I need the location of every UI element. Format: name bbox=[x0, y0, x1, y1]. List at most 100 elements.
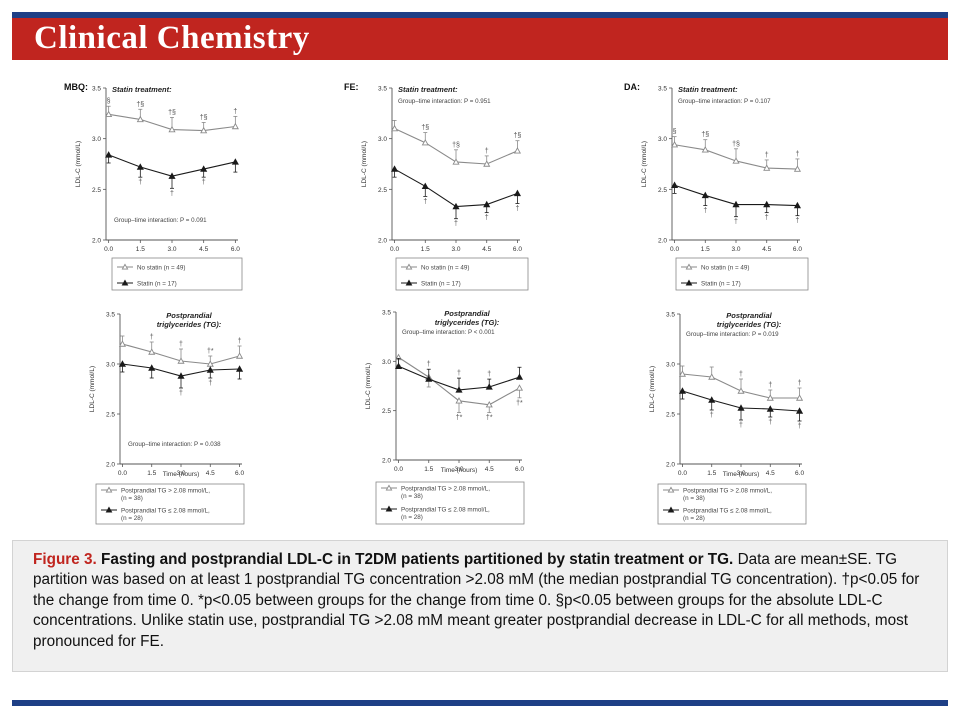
x-tick-label: 6.0 bbox=[515, 466, 524, 473]
significance-mark: †§ bbox=[732, 141, 740, 148]
series-filled: † † † bbox=[105, 151, 239, 197]
data-point bbox=[425, 375, 433, 382]
legend-label-line2: (n = 38) bbox=[401, 493, 423, 500]
figure-title: Fasting and postprandial LDL-C in T2DM p… bbox=[101, 551, 734, 568]
y-axis-label: LDL-C (mmol/L) bbox=[365, 363, 372, 409]
legend-label: Statin (n = 17) bbox=[137, 281, 177, 288]
y-tick-label: 3.0 bbox=[382, 359, 391, 366]
data-point bbox=[701, 191, 709, 199]
significance-mark: †§ bbox=[200, 114, 208, 121]
legend-marker bbox=[121, 263, 129, 270]
legend-box bbox=[111, 257, 243, 291]
data-point bbox=[515, 384, 524, 391]
legend-label: Statin (n = 17) bbox=[701, 281, 741, 288]
significance-mark: †§ bbox=[514, 133, 522, 140]
significance-mark: †§ bbox=[452, 142, 460, 149]
x-tick-label: 1.5 bbox=[424, 466, 433, 473]
legend-label-line2: (n = 38) bbox=[683, 495, 705, 502]
panel-title-line2: triglycerides (TG): bbox=[157, 320, 222, 329]
y-tick-label: 3.0 bbox=[106, 362, 115, 369]
significance-mark: † bbox=[457, 370, 461, 377]
x-tick-label: 0.0 bbox=[670, 246, 679, 253]
data-point bbox=[421, 182, 429, 189]
series-open: †§ †§ † †§ bbox=[390, 120, 522, 167]
significance-mark: † bbox=[454, 221, 458, 228]
significance-mark: † bbox=[179, 341, 183, 348]
y-tick-label: 3.0 bbox=[92, 136, 101, 143]
x-tick-label: 4.5 bbox=[206, 470, 215, 477]
data-point bbox=[670, 141, 679, 148]
data-point bbox=[148, 364, 156, 371]
x-tick-label: 1.5 bbox=[147, 470, 156, 477]
series-filled: † † † † bbox=[390, 165, 522, 228]
y-axis-label: LDL-C (mmol/L) bbox=[89, 366, 96, 412]
chart-da-tg: 2.0 2.5 3.0 3.5 0.0 1.5 3.0 4.5 6.0 Time (hours) L… bbox=[640, 306, 810, 528]
significance-mark: † bbox=[798, 380, 802, 387]
y-tick-label: 2.0 bbox=[378, 238, 387, 245]
data-point bbox=[766, 405, 774, 412]
y-tick-label: 2.5 bbox=[382, 408, 391, 415]
significance-mark: § bbox=[673, 129, 677, 136]
x-tick-label: 1.5 bbox=[707, 470, 716, 477]
x-tick-label: 1.5 bbox=[136, 246, 145, 253]
interaction-note: Group–time interaction: P < 0.001 bbox=[402, 329, 495, 336]
interaction-note: Group–time interaction: P = 0.951 bbox=[398, 98, 491, 105]
top-stripe bbox=[12, 12, 948, 18]
legend-label-line2: (n = 28) bbox=[121, 515, 143, 522]
data-point bbox=[148, 348, 156, 355]
significance-mark: †§ bbox=[168, 109, 176, 116]
series-filled: † † † bbox=[394, 357, 524, 393]
x-tick-label: 4.5 bbox=[485, 466, 494, 473]
data-point bbox=[390, 124, 399, 132]
significance-mark: †* bbox=[207, 348, 214, 355]
y-tick-label: 2.0 bbox=[92, 238, 101, 245]
data-point bbox=[421, 138, 429, 146]
legend-marker bbox=[685, 263, 693, 270]
x-tick-label: 1.5 bbox=[421, 246, 430, 253]
data-point bbox=[708, 396, 716, 403]
x-tick-label: 0.0 bbox=[678, 470, 687, 477]
data-point bbox=[452, 158, 460, 165]
significance-mark: †* bbox=[516, 400, 523, 407]
data-point bbox=[168, 172, 176, 179]
significance-mark: † bbox=[795, 151, 799, 158]
data-point bbox=[231, 158, 239, 165]
significance-mark: † bbox=[734, 219, 738, 226]
significance-mark: † bbox=[138, 179, 142, 186]
significance-mark: † bbox=[795, 218, 799, 225]
data-point bbox=[235, 352, 244, 359]
panel-title: Statin treatment: bbox=[112, 85, 172, 94]
data-point bbox=[177, 372, 185, 379]
y-tick-label: 3.5 bbox=[658, 86, 667, 93]
significance-mark: † bbox=[515, 206, 519, 213]
x-tick-label: 4.5 bbox=[482, 246, 491, 253]
y-axis-label: LDL-C (mmol/L) bbox=[649, 366, 656, 412]
significance-mark: † bbox=[170, 190, 174, 197]
interaction-note: Group–time interaction: P = 0.091 bbox=[114, 217, 207, 224]
y-tick-label: 3.0 bbox=[378, 136, 387, 143]
legend-label: No statin (n = 49) bbox=[701, 265, 749, 272]
x-tick-label: 0.0 bbox=[118, 470, 127, 477]
x-tick-label: 0.0 bbox=[104, 246, 113, 253]
data-point bbox=[483, 200, 491, 208]
chart-mbq-tg: 2.0 2.5 3.0 3.5 0.0 1.5 3.0 4.5 6.0 Time (hours) L… bbox=[80, 306, 248, 528]
y-axis-label: LDL-C (mmol/L) bbox=[361, 141, 368, 187]
figure-label: Figure 3. bbox=[33, 551, 97, 568]
series-filled: † † † † bbox=[670, 181, 802, 226]
data-point bbox=[200, 126, 208, 134]
data-point bbox=[177, 357, 185, 364]
chart-fe-tg: 2.0 2.5 3.0 3.5 0.0 1.5 3.0 4.5 6.0 Time (hours) L… bbox=[358, 300, 528, 528]
legend-marker bbox=[405, 263, 413, 270]
data-point bbox=[118, 340, 127, 347]
significance-mark: † bbox=[179, 390, 183, 397]
x-axis-label: Time (hours) bbox=[441, 467, 478, 474]
y-tick-label: 3.0 bbox=[666, 362, 675, 369]
significance-mark: † bbox=[798, 423, 802, 430]
data-point bbox=[737, 404, 745, 411]
legend-label-line2: (n = 38) bbox=[121, 495, 143, 502]
x-tick-label: 3.0 bbox=[176, 470, 185, 477]
data-point bbox=[793, 165, 802, 172]
method-label: MBQ: bbox=[64, 82, 88, 92]
